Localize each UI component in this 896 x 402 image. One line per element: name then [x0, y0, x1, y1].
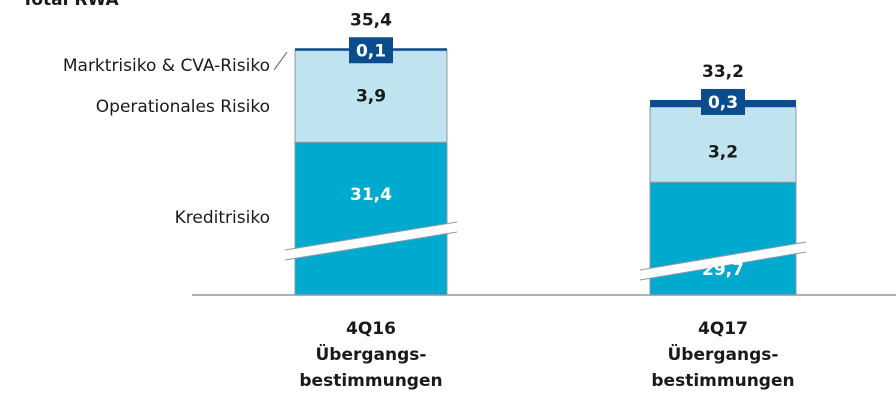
legend-label: Operationales Risiko: [96, 97, 270, 117]
axis-break: [285, 222, 457, 260]
value-label: 3,2: [708, 143, 738, 163]
x-tick-label: bestimmungen: [651, 371, 794, 391]
axis-break-line: [639, 251, 807, 281]
x-tick-label: 4Q16: [346, 319, 396, 339]
x-tick-label: Übergangs-: [668, 343, 779, 365]
x-tick-label: 4Q17: [698, 319, 748, 339]
leader-line: [273, 51, 288, 71]
legend-label: Marktrisiko & CVA-Risiko: [63, 56, 270, 76]
total-label: 33,2: [702, 62, 744, 82]
value-label: 29,7: [702, 260, 744, 280]
bar-segment: [294, 50, 448, 143]
bar-segment: [649, 106, 797, 183]
axis-break-line: [639, 241, 807, 271]
value-label: 31,4: [350, 185, 392, 205]
bar-segment: [294, 141, 448, 296]
value-label: 3,9: [356, 86, 386, 106]
legend-label: Kreditrisiko: [175, 208, 270, 228]
total-label: 35,4: [350, 10, 392, 30]
x-tick-label: bestimmungen: [299, 371, 442, 391]
axis-break-line: [284, 221, 458, 251]
bar-segment: [649, 181, 797, 296]
axis-break-line: [284, 231, 458, 261]
axis-break: [640, 242, 806, 280]
value-label-box: [349, 37, 393, 64]
x-tick-label: Übergangs-: [316, 343, 427, 365]
chart-title: Total RWA: [22, 0, 119, 10]
value-label: 0,3: [708, 93, 738, 113]
value-label-box: [701, 88, 745, 115]
value-label: 0,1: [356, 41, 386, 61]
